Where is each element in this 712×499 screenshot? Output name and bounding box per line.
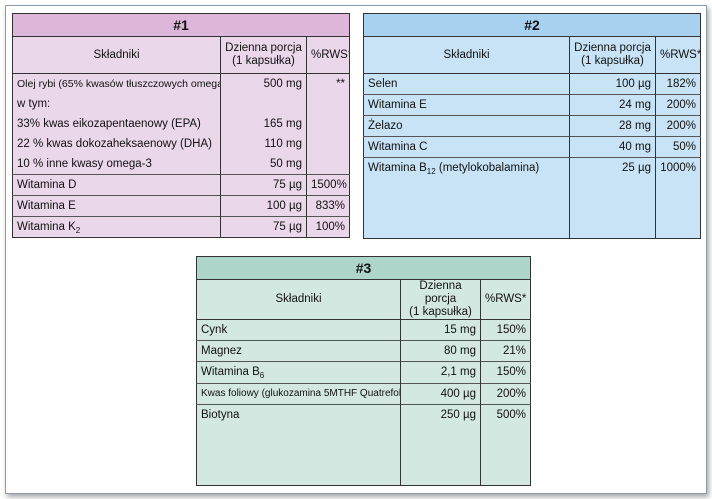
- ingredient-name: Witamina B6: [196, 361, 401, 383]
- ingredient-name: 22 % kwas dokozaheksaenowy (DHA): [17, 138, 212, 150]
- rws-percent: 150%: [479, 319, 531, 341]
- table-row: w tym:: [13, 94, 350, 114]
- table-row-empty: [197, 424, 531, 486]
- rws-percent: [305, 154, 350, 175]
- daily-amount: 28 mg: [569, 115, 656, 137]
- supplement-table-2: #2 Składniki Dzienna porcja (1 kapsułka)…: [363, 13, 702, 239]
- daily-amount: 110 mg: [220, 134, 307, 154]
- rws-percent: 200%: [654, 115, 701, 137]
- daily-amount: 24 mg: [569, 94, 656, 116]
- daily-amount: 75 µg: [220, 174, 307, 196]
- table-title: #3: [196, 256, 531, 281]
- supplement-table-1: #1 Składniki Dzienna porcja (1 kapsułka)…: [12, 13, 351, 238]
- table-row: Witamina D 75 µg 1500%: [12, 174, 350, 196]
- daily-amount: 100 µg: [220, 195, 307, 217]
- column-header-rws: %RWS*: [305, 36, 350, 74]
- ingredient-name: Kwas foliowy (glukozamina 5MTHF Quatrefo…: [196, 382, 401, 405]
- column-header-rws: %RWS*: [479, 279, 531, 321]
- daily-amount: [220, 94, 307, 114]
- subscript: 12: [426, 167, 436, 176]
- table-row: Witamina B12 (metylokobalamina) 25 µg 10…: [363, 157, 701, 178]
- table-row: Witamina K2 75 µg 100%: [12, 216, 350, 238]
- rws-percent: [305, 94, 350, 114]
- ingredient-name: Witamina B12 (metylokobalamina): [363, 157, 570, 178]
- table-row-empty: [364, 178, 701, 239]
- rws-percent: 1500%: [305, 174, 350, 196]
- daily-amount: 400 µg: [400, 382, 481, 405]
- column-header-daily-dose: Dzienna porcja (1 kapsułka): [569, 36, 656, 74]
- table-row: 10 % inne kwasy omega-3 50 mg: [13, 154, 350, 175]
- rws-percent: 500%: [479, 403, 531, 425]
- ingredient-name: Olej rybi (65% kwasów tłuszczowych omega…: [17, 78, 221, 90]
- ingredient-name: Witamina K2: [12, 216, 221, 238]
- column-header-ingredients: Składniki: [196, 279, 401, 321]
- daily-amount: 40 mg: [569, 136, 656, 158]
- daily-amount: 80 mg: [400, 340, 481, 362]
- ingredient-name: w tym:: [17, 98, 51, 110]
- daily-amount: 165 mg: [220, 114, 307, 134]
- supplement-table-3: #3 Składniki Dzienna porcja (1 kapsułka)…: [196, 256, 532, 486]
- table-row: Witamina E 24 mg 200%: [363, 94, 701, 116]
- column-header-ingredients: Składniki: [12, 36, 221, 74]
- table-row: Selen 100 µg 182%: [364, 73, 701, 95]
- daily-amount: 50 mg: [220, 154, 307, 175]
- table-row: Kwas foliowy (glukozamina 5MTHF Quatrefo…: [196, 382, 531, 405]
- ingredient-name: Biotyna: [196, 403, 401, 425]
- daily-amount: 250 µg: [400, 403, 481, 425]
- daily-amount: 15 mg: [400, 319, 481, 341]
- table-row: 33% kwas eikozapentaenowy (EPA) 165 mg: [13, 114, 350, 134]
- ingredient-name: Magnez: [196, 340, 401, 362]
- rws-percent: 150%: [479, 361, 531, 383]
- ingredient-name: Cynk: [201, 324, 228, 337]
- ingredient-name: Witamina E: [363, 94, 570, 116]
- ingredient-name: Selen: [368, 78, 398, 90]
- table-row: Żelazo 28 mg 200%: [363, 115, 701, 137]
- rws-percent: **: [305, 73, 350, 94]
- ingredient-name: 10 % inne kwasy omega-3: [17, 158, 152, 170]
- table-row: Olej rybi (65% kwasów tłuszczowych omega…: [13, 73, 350, 94]
- rws-percent: 100%: [305, 216, 350, 238]
- daily-amount: 2,1 mg: [400, 361, 481, 383]
- table-title: #1: [12, 13, 350, 37]
- rws-percent: 182%: [654, 73, 701, 95]
- table-row: 22 % kwas dokozaheksaenowy (DHA) 110 mg: [13, 134, 350, 154]
- ingredient-name: Żelazo: [363, 115, 570, 137]
- table-row: Cynk 15 mg 150%: [197, 319, 531, 341]
- daily-amount: 100 µg: [569, 73, 656, 95]
- column-header-ingredients: Składniki: [363, 36, 570, 74]
- ingredient-name: 33% kwas eikozapentaenowy (EPA): [17, 118, 201, 130]
- rws-percent: [305, 114, 350, 134]
- ingredient-name: Witamina D: [12, 174, 221, 196]
- daily-amount: 25 µg: [569, 157, 656, 178]
- daily-amount: 500 mg: [220, 73, 307, 94]
- table-title: #2: [363, 13, 701, 37]
- column-header-rws: %RWS*: [654, 36, 701, 74]
- table-row: Biotyna 250 µg 500%: [196, 403, 531, 425]
- rws-percent: 200%: [654, 94, 701, 116]
- rws-percent: 50%: [654, 136, 701, 158]
- rws-percent: 21%: [479, 340, 531, 362]
- subscript: 6: [259, 371, 265, 381]
- rws-percent: [305, 134, 350, 154]
- table-row: Magnez 80 mg 21%: [196, 340, 531, 362]
- rws-percent: 1000%: [654, 157, 701, 178]
- table-row: Witamina E 100 µg 833%: [12, 195, 350, 217]
- subscript: 2: [75, 226, 81, 235]
- table-row: Witamina B6 2,1 mg 150%: [196, 361, 531, 383]
- rws-percent: 200%: [479, 382, 531, 405]
- column-header-daily-dose: Dzienna porcja (1 kapsułka): [220, 36, 307, 74]
- daily-amount: 75 µg: [220, 216, 307, 238]
- ingredient-name: Witamina C: [363, 136, 570, 158]
- column-header-daily-dose: Dzienna porcja (1 kapsułka): [400, 279, 481, 321]
- ingredient-name: Witamina E: [12, 195, 221, 217]
- table-row: Witamina C 40 mg 50%: [363, 136, 701, 158]
- rws-percent: 833%: [305, 195, 350, 217]
